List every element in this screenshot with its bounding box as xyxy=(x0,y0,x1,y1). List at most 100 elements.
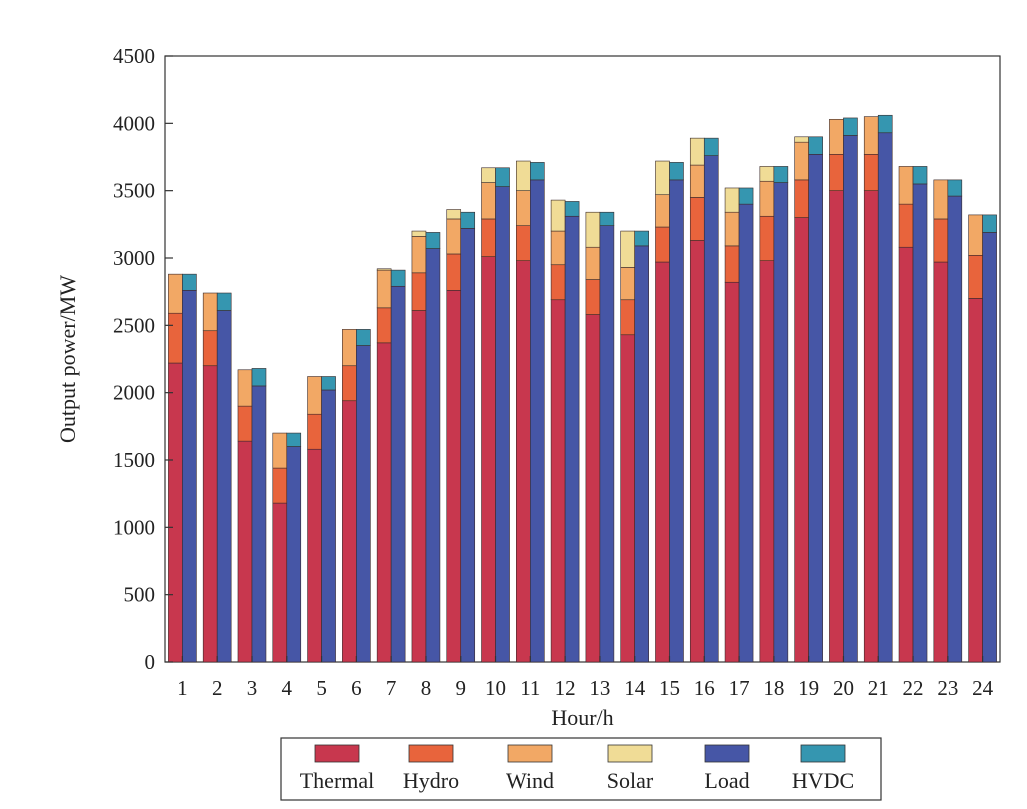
bar-wind-hour-13 xyxy=(585,246,601,280)
y-tick-label-3500: 3500 xyxy=(113,179,155,203)
bar-solar-hour-15 xyxy=(655,160,670,196)
bar-hydro-hour-22 xyxy=(898,203,914,248)
bar-hvdc-hour-6 xyxy=(356,329,371,346)
bar-solar-hour-8 xyxy=(411,230,427,237)
bar-thermal-hour-14 xyxy=(620,334,635,663)
x-tick-label-8: 8 xyxy=(421,676,432,700)
bar-wind-hour-10 xyxy=(481,182,496,220)
bar-wind-hour-16 xyxy=(689,164,705,198)
bar-load-hour-20 xyxy=(843,135,858,663)
bar-thermal-hour-11 xyxy=(516,260,531,663)
bar-hydro-hour-20 xyxy=(829,154,844,191)
x-tick-label-1: 1 xyxy=(177,676,188,700)
bar-load-hour-3 xyxy=(251,385,267,663)
bar-load-hour-7 xyxy=(390,285,406,663)
legend-label-hvdc: HVDC xyxy=(792,768,854,793)
bar-wind-hour-18 xyxy=(759,180,775,217)
bar-wind-hour-15 xyxy=(655,194,670,228)
bar-wind-hour-2 xyxy=(202,292,218,332)
bar-hvdc-hour-17 xyxy=(738,187,754,205)
bar-hydro-hour-17 xyxy=(724,245,740,283)
bar-wind-hour-9 xyxy=(446,218,462,255)
bar-hydro-hour-2 xyxy=(202,330,218,367)
y-tick-label-0: 0 xyxy=(145,650,156,674)
legend-swatch-hvdc xyxy=(800,744,846,763)
bar-thermal-hour-23 xyxy=(933,261,949,663)
bar-hvdc-hour-19 xyxy=(808,136,823,155)
bar-thermal-hour-4 xyxy=(272,502,288,663)
x-tick-label-24: 24 xyxy=(972,676,994,700)
bar-load-hour-19 xyxy=(808,154,823,663)
bar-thermal-hour-22 xyxy=(898,246,914,663)
bar-hvdc-hour-11 xyxy=(530,162,545,181)
legend-swatch-solar xyxy=(607,744,653,763)
bar-wind-hour-19 xyxy=(794,141,809,181)
legend-swatch-thermal xyxy=(314,744,360,763)
bar-wind-hour-17 xyxy=(724,211,740,247)
bar-hvdc-hour-10 xyxy=(495,167,510,187)
bar-hvdc-hour-15 xyxy=(669,162,684,181)
bar-thermal-hour-18 xyxy=(759,260,775,663)
x-tick-label-17: 17 xyxy=(729,676,750,700)
bar-wind-hour-11 xyxy=(516,190,531,226)
bar-thermal-hour-15 xyxy=(655,261,670,663)
bar-solar-hour-16 xyxy=(689,137,705,166)
bar-hydro-hour-8 xyxy=(411,272,427,311)
legend-label-wind: Wind xyxy=(506,768,554,793)
bar-hvdc-hour-5 xyxy=(321,376,336,391)
bars-group xyxy=(168,114,997,663)
legend-label-hydro: Hydro xyxy=(403,768,459,793)
bar-thermal-hour-2 xyxy=(202,365,218,663)
bar-load-hour-9 xyxy=(460,228,476,663)
bar-thermal-hour-1 xyxy=(168,362,183,663)
bar-hydro-hour-16 xyxy=(689,197,705,241)
bar-wind-hour-4 xyxy=(272,432,288,469)
bar-hydro-hour-11 xyxy=(516,225,531,261)
x-tick-label-20: 20 xyxy=(833,676,854,700)
bar-load-hour-21 xyxy=(877,132,893,663)
bar-hydro-hour-7 xyxy=(376,307,392,344)
legend-swatch-wind xyxy=(507,744,553,763)
bar-solar-hour-19 xyxy=(794,136,809,143)
bar-thermal-hour-21 xyxy=(863,190,879,663)
bar-solar-hour-17 xyxy=(724,187,740,213)
bar-wind-hour-14 xyxy=(620,267,635,301)
bar-wind-hour-3 xyxy=(237,369,253,407)
x-tick-label-19: 19 xyxy=(798,676,819,700)
bar-hvdc-hour-22 xyxy=(912,166,928,185)
bar-load-hour-4 xyxy=(286,446,302,663)
bar-thermal-hour-7 xyxy=(376,342,392,663)
bar-hvdc-hour-3 xyxy=(251,368,267,387)
bar-hydro-hour-1 xyxy=(168,312,183,364)
bar-hvdc-hour-16 xyxy=(703,137,719,156)
x-tick-label-7: 7 xyxy=(386,676,397,700)
y-tick-label-4500: 4500 xyxy=(113,44,155,68)
bar-hydro-hour-6 xyxy=(342,365,357,402)
bar-thermal-hour-24 xyxy=(968,298,983,663)
y-tick-label-2000: 2000 xyxy=(113,381,155,405)
y-axis: 0 500 1000 1500 2000 2500 3000 3500 4000 4500 xyxy=(113,44,173,674)
bar-thermal-hour-6 xyxy=(342,400,357,663)
bar-load-hour-17 xyxy=(738,203,754,663)
bar-hydro-hour-5 xyxy=(307,413,322,450)
plot-frame xyxy=(164,55,1001,663)
bar-thermal-hour-13 xyxy=(585,314,601,663)
bar-hydro-hour-23 xyxy=(933,218,949,263)
y-tick-label-500: 500 xyxy=(124,583,156,607)
bar-wind-hour-22 xyxy=(898,166,914,205)
x-tick-label-4: 4 xyxy=(282,676,293,700)
bar-solar-hour-18 xyxy=(759,166,775,182)
bar-thermal-hour-5 xyxy=(307,448,322,663)
bar-hydro-hour-21 xyxy=(863,154,879,191)
legend-label-thermal: Thermal xyxy=(300,768,375,793)
bar-wind-hour-12 xyxy=(550,230,566,266)
bar-hvdc-hour-7 xyxy=(390,269,406,287)
bar-load-hour-11 xyxy=(530,179,545,663)
bar-hvdc-hour-8 xyxy=(425,232,441,249)
bar-solar-hour-13 xyxy=(585,211,601,248)
y-tick-label-2500: 2500 xyxy=(113,313,155,337)
y-tick-label-4000: 4000 xyxy=(113,111,155,135)
y-tick-label-1500: 1500 xyxy=(113,448,155,472)
bar-load-hour-1 xyxy=(182,290,197,663)
bar-hydro-hour-10 xyxy=(481,218,496,257)
